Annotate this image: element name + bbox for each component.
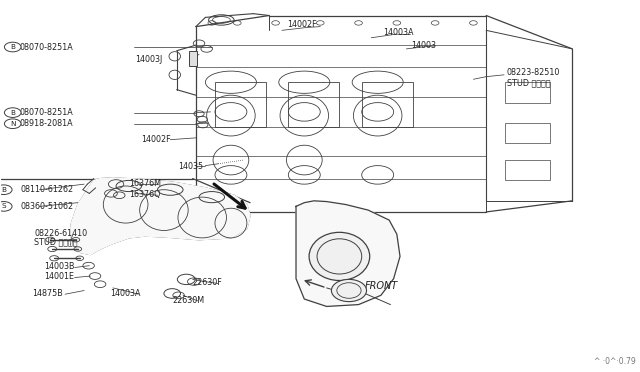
- Text: S: S: [1, 203, 6, 209]
- Text: 14003J: 14003J: [135, 55, 163, 64]
- Text: 14875B: 14875B: [32, 289, 63, 298]
- Text: 16376M: 16376M: [129, 179, 161, 187]
- Circle shape: [4, 42, 21, 52]
- Text: 14003A: 14003A: [383, 28, 413, 38]
- Circle shape: [0, 202, 12, 211]
- Text: 14035: 14035: [179, 162, 204, 171]
- Text: 14002F: 14002F: [287, 20, 317, 29]
- Text: STUD スタッド: STUD スタッド: [35, 238, 78, 247]
- Text: STUD スタッド: STUD スタッド: [507, 78, 550, 87]
- Bar: [506, 82, 550, 103]
- Text: 14002F: 14002F: [141, 135, 172, 144]
- Text: 08226-61410: 08226-61410: [35, 229, 88, 238]
- Text: 16376Q: 16376Q: [129, 190, 161, 199]
- Text: 08110-61262: 08110-61262: [20, 185, 74, 194]
- Text: 08223-82510: 08223-82510: [507, 68, 560, 77]
- Text: 08360-51062: 08360-51062: [20, 202, 74, 211]
- Circle shape: [4, 119, 21, 129]
- Bar: [189, 51, 197, 65]
- Text: 08918-2081A: 08918-2081A: [19, 119, 73, 128]
- Text: ^ ·0^·0.79: ^ ·0^·0.79: [595, 357, 636, 366]
- Text: N: N: [10, 121, 15, 127]
- Text: 14003: 14003: [411, 41, 436, 50]
- Text: B: B: [1, 187, 6, 193]
- Text: 14001E: 14001E: [44, 272, 74, 281]
- Polygon shape: [296, 201, 400, 307]
- Text: 22630M: 22630M: [172, 296, 204, 305]
- Circle shape: [4, 108, 21, 118]
- Text: FRONT: FRONT: [365, 281, 398, 291]
- Text: 14003B: 14003B: [44, 262, 74, 271]
- Circle shape: [0, 185, 12, 195]
- Ellipse shape: [309, 232, 370, 280]
- Text: B: B: [10, 110, 15, 116]
- Text: 08070-8251A: 08070-8251A: [19, 42, 73, 51]
- Polygon shape: [70, 178, 250, 254]
- Text: 22630F: 22630F: [193, 278, 222, 287]
- Text: B: B: [10, 44, 15, 50]
- Text: 08070-8251A: 08070-8251A: [19, 108, 73, 117]
- Bar: [506, 160, 550, 180]
- Bar: [506, 123, 550, 143]
- Text: 14003A: 14003A: [109, 289, 140, 298]
- Ellipse shape: [332, 279, 367, 302]
